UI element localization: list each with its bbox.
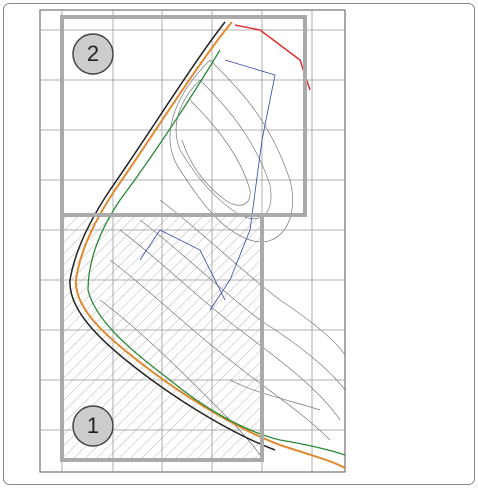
road: [69, 21, 276, 451]
contours: [99, 59, 346, 456]
boundary-lines: [139, 59, 276, 311]
zone-marker: [72, 33, 114, 75]
zone-marker: [72, 405, 114, 447]
road-edge: [74, 21, 346, 469]
zone-label: 2: [87, 41, 99, 66]
vegetation-line: [87, 49, 346, 456]
zone-label: 1: [87, 413, 99, 438]
zone-1-box: [60, 213, 264, 462]
